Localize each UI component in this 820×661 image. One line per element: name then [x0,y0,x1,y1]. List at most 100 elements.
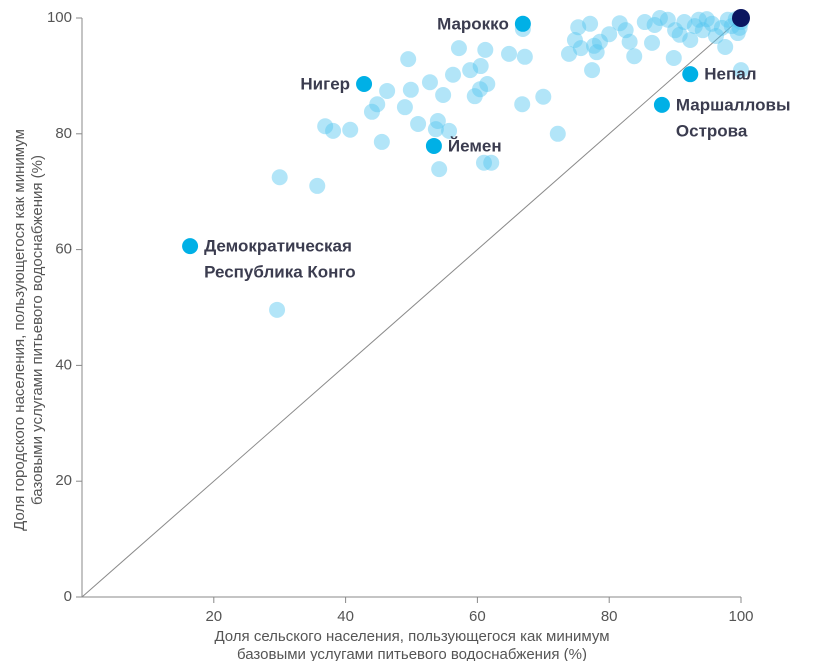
point [717,38,734,55]
point [472,58,489,75]
point [713,19,730,36]
x-tick-label: 80 [601,608,618,625]
x-tick-label: 20 [205,608,222,625]
point [400,51,417,68]
point [644,34,661,51]
point [402,81,419,98]
point-label: Республика Конго [204,263,356,282]
point [667,22,684,39]
point [435,87,452,104]
y-axis-label: Доля городского населения, пользующегося… [11,129,28,531]
point [733,62,749,79]
point [450,40,467,57]
point-label: Острова [676,121,748,140]
point [429,113,446,130]
point [682,66,699,83]
point [671,26,688,43]
point-label: Демократическая [204,237,352,256]
point [425,137,442,154]
point [561,45,578,62]
point [369,96,386,113]
point [549,125,566,142]
y-tick-label: 100 [47,9,72,26]
point [317,118,334,135]
point [707,27,724,44]
point [379,82,396,99]
x-axis-label: базовыми услугами питьевого водоснабжени… [237,646,587,661]
y-tick-label: 0 [64,588,72,605]
point [690,11,707,28]
point [572,40,589,57]
point [566,32,583,49]
point [665,49,682,66]
point [646,16,663,33]
point [617,22,634,39]
y-tick-label: 40 [55,356,72,373]
point [591,33,608,50]
point-label: Йемен [448,136,502,155]
point [479,76,496,93]
point [653,96,670,113]
point [682,32,699,49]
point [466,88,483,105]
point [516,48,533,65]
point [636,14,653,31]
x-tick-label: 60 [469,608,486,625]
point [704,15,721,32]
point-label: Непал [704,65,756,84]
point [472,81,489,98]
reference-line [81,17,742,598]
point [584,62,601,79]
point [441,122,458,139]
point [410,115,427,132]
point [601,26,618,43]
x-tick-label: 100 [728,608,753,625]
point [475,154,492,171]
point-label: Нигер [300,74,350,93]
point [309,177,326,194]
point [659,11,676,28]
point [421,74,438,91]
point [514,15,531,32]
point [431,161,448,178]
x-axis-label: Доля сельского населения, пользующегося … [214,628,609,645]
point-label: Маршалловы [676,95,791,114]
y-tick-label: 20 [55,472,72,489]
point [373,133,390,150]
point [477,41,494,58]
x-tick-label: 40 [337,608,354,625]
point [582,15,599,32]
point-label: Марокко [437,14,509,33]
point [501,45,518,62]
y-axis-label: базовыми услугами питьевого водоснабжени… [29,155,46,505]
y-tick-label: 80 [55,125,72,142]
point [396,99,413,116]
point [611,15,628,32]
point [514,96,531,113]
point [427,121,444,138]
point [483,154,500,171]
point [325,122,342,139]
point [363,103,380,120]
point [686,18,703,35]
point [445,66,462,83]
point [271,169,288,186]
point [182,238,199,255]
point [621,33,638,50]
point [729,25,746,42]
point [269,301,286,318]
point [694,22,711,39]
point [651,10,668,26]
point [342,121,359,138]
point [732,9,750,27]
point [586,37,603,54]
point [462,62,479,79]
point [356,76,373,93]
point [588,44,605,61]
point [698,11,715,28]
point [570,19,587,36]
point [535,88,552,105]
point [676,14,693,31]
